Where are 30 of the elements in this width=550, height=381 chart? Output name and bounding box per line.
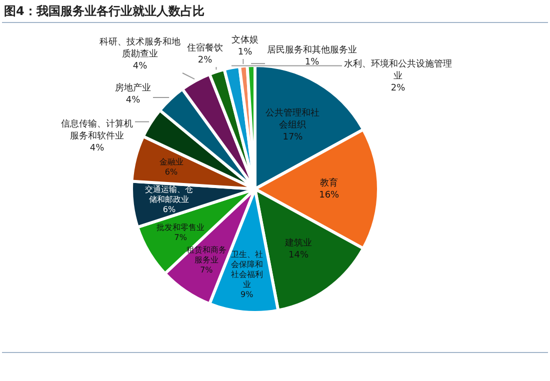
slice-label: 金融业 — [159, 158, 184, 167]
data-label: 7% — [174, 233, 188, 242]
slice-label: 水利、环境和公共设施管理业 — [344, 58, 452, 82]
data-label: 7% — [200, 266, 214, 275]
slice-label: 交通运输、仓储和邮政业 — [145, 184, 194, 204]
data-label: 4% — [126, 95, 141, 106]
data-label: 4% — [90, 143, 105, 154]
slice-label: 信息传输、计算机服务和软件业 — [61, 118, 133, 142]
data-label: 4% — [132, 61, 148, 72]
data-label: 1% — [238, 47, 253, 58]
data-label: 2% — [198, 55, 213, 66]
slice-label: 教育 — [320, 177, 338, 188]
slice-label: 文体娱 — [232, 34, 258, 46]
slice-label: 卫生、社会保障和社会福利业 — [230, 250, 263, 290]
slice-label: 居民服务和其他服务业 — [267, 44, 357, 56]
data-label: 1% — [304, 57, 320, 68]
slice-label: 住宿餐饮 — [187, 42, 223, 54]
slice-label: 建筑业 — [284, 237, 312, 248]
chart-title: 图4：我国服务业各行业就业人数占比 — [4, 3, 204, 20]
slice-label: 批发和零售业 — [156, 223, 205, 232]
slice-label: 公共管理和社会组织 — [266, 108, 320, 131]
data-label: 17% — [282, 132, 304, 143]
data-label: 16% — [319, 190, 340, 200]
data-label: 14% — [288, 250, 309, 260]
data-label: 6% — [164, 168, 178, 177]
slice-label: 房地产业 — [115, 82, 151, 94]
data-label: 9% — [240, 290, 254, 300]
slice-label: 科研、技术服务和地质勘查业 — [100, 36, 180, 60]
data-label: 6% — [162, 204, 176, 214]
data-label: 2% — [390, 83, 406, 94]
